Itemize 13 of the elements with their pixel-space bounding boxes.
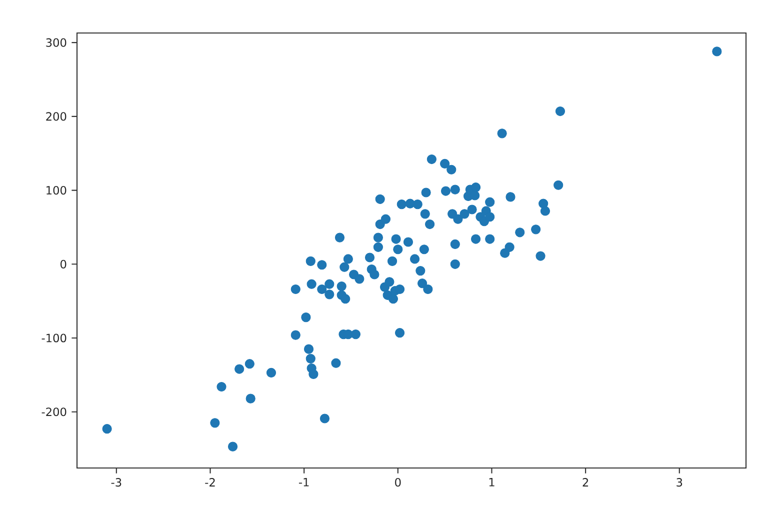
x-tick-label: 0 <box>395 478 401 487</box>
x-tick-label: -1 <box>298 478 309 486</box>
x-tick-label: 2 <box>582 478 588 486</box>
y-tick-label: 200 <box>46 112 66 121</box>
y-tick-label: 100 <box>46 186 66 195</box>
y-tick-label: -100 <box>42 334 66 342</box>
x-tick-label: 1 <box>489 478 494 486</box>
x-tick-label: -3 <box>111 478 122 487</box>
y-tick-label: -200 <box>42 408 66 416</box>
y-tick-label: 0 <box>60 260 66 268</box>
x-tick-label: -2 <box>205 478 215 486</box>
x-tick-label: 3 <box>676 478 682 487</box>
y-tick-label: 300 <box>46 38 66 47</box>
